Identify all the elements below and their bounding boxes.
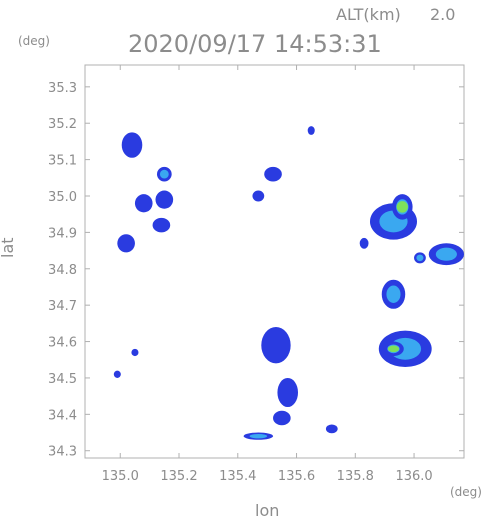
- echo-cell: [277, 377, 299, 408]
- x-tick-label: 135.0: [102, 469, 139, 484]
- echo-cell: [264, 166, 282, 182]
- echo-cell-core: [435, 247, 457, 261]
- chart-title: 2020/09/17 14:53:31: [128, 30, 382, 58]
- plot-area: 135.0 135.2 135.4 135.6 135.8 136.0 34.334.43…: [48, 64, 465, 484]
- y-tick-label: 35.2: [48, 117, 77, 132]
- x-tick-label: 135.8: [337, 469, 374, 484]
- y-ticks: 34.3 34.4 34.5 34.6 34.7 34.8 34.9 35.0 35.1 35.2…: [48, 81, 464, 460]
- echo-cell: [152, 217, 171, 233]
- x-axis-label: lon: [255, 501, 279, 520]
- x-tick-label: 136.0: [395, 469, 432, 484]
- echo-cell: [134, 194, 153, 213]
- echo-cell: [131, 348, 139, 357]
- x-ticks: 135.0 135.2 135.4 135.6 135.8 136.0: [102, 65, 433, 484]
- echo-cell: [325, 424, 338, 434]
- y-tick-label: 35.1: [48, 154, 77, 169]
- y-tick-label: 34.5: [48, 372, 77, 387]
- echo-cell: [113, 370, 121, 378]
- x-tick-label: 135.6: [278, 469, 315, 484]
- altitude-value: 2.0: [430, 5, 455, 24]
- echo-cell: [261, 327, 291, 364]
- echo-cell: [359, 237, 369, 249]
- echo-cell: [117, 234, 135, 253]
- y-tick-label: 34.6: [48, 336, 77, 351]
- y-tick-label: 34.4: [48, 408, 77, 423]
- y-tick-label: 34.8: [48, 263, 77, 278]
- y-tick-label: 35.0: [48, 190, 77, 205]
- echo-cell-core: [159, 169, 169, 179]
- y-tick-label: 34.3: [48, 445, 77, 460]
- echo-cell: [307, 126, 315, 135]
- echo-cells: [113, 126, 464, 440]
- altitude-label: ALT(km): [336, 5, 401, 24]
- y-tick-label: 34.7: [48, 299, 77, 314]
- plot-frame: [84, 64, 465, 459]
- x-unit-label: (deg): [450, 485, 482, 499]
- y-axis-label: lat: [0, 237, 17, 258]
- y-tick-label: 35.3: [48, 81, 77, 96]
- echo-cell-core: [249, 433, 268, 439]
- y-unit-label: (deg): [18, 34, 50, 48]
- y-tick-label: 34.9: [48, 226, 77, 241]
- echo-cell: [155, 190, 174, 209]
- x-tick-label: 135.2: [160, 469, 197, 484]
- echo-cell-core: [386, 285, 401, 303]
- echo-cell-core: [416, 254, 424, 262]
- echo-cell: [273, 410, 291, 426]
- echo-cell: [121, 132, 143, 158]
- x-tick-label: 135.4: [219, 469, 256, 484]
- echo-cell-peak: [387, 345, 400, 353]
- echo-cell: [252, 190, 265, 202]
- echo-cell-peak: [396, 201, 408, 213]
